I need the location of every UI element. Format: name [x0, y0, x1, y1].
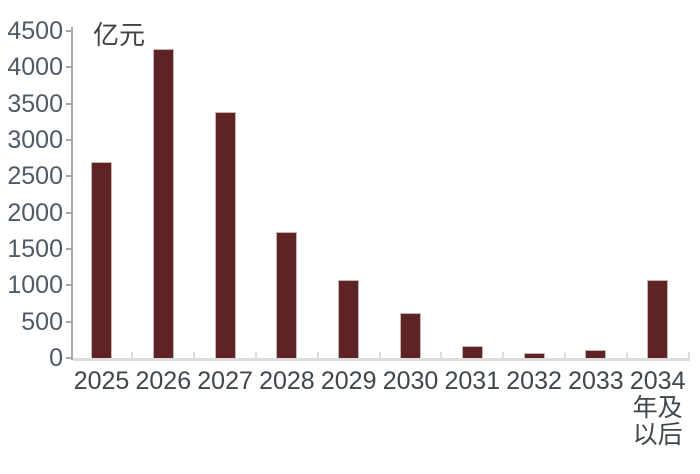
x-axis-tick — [440, 352, 443, 358]
bar-2031 — [461, 345, 483, 358]
x-axis-tick — [131, 352, 134, 358]
x-axis-label: 2033 — [568, 367, 624, 395]
x-axis-label: 2028 — [259, 367, 315, 395]
y-axis-tick-label: 500 — [21, 307, 63, 336]
x-axis-label: 2025 — [73, 367, 130, 395]
x-axis-label: 2034 年及 以后 — [629, 367, 686, 449]
y-axis-tick — [65, 357, 72, 359]
bar-2032 — [523, 352, 545, 358]
y-axis-tick-label: 1500 — [7, 235, 63, 263]
bar-2025 — [91, 161, 112, 358]
y-axis-tick-label: 1000 — [7, 271, 63, 300]
y-axis-line — [71, 27, 73, 360]
x-axis-tick — [564, 352, 566, 358]
bar-2030 — [400, 312, 421, 358]
y-axis-tick-label: 4500 — [7, 17, 63, 45]
bar-2028 — [276, 231, 298, 358]
bar-2026 — [152, 49, 174, 358]
y-axis-tick — [65, 102, 72, 105]
y-axis-tick — [65, 284, 72, 287]
y-axis-tick-label: 2500 — [7, 162, 63, 191]
x-axis-label: 2026 — [135, 367, 192, 395]
bar-2034 — [647, 280, 669, 358]
bar-2033 — [585, 350, 607, 358]
y-axis-tick-label: 3500 — [7, 89, 63, 118]
x-axis-tick — [193, 352, 196, 358]
x-axis-tick — [255, 352, 257, 358]
y-axis-tick-label: 3000 — [7, 126, 63, 154]
y-axis-unit-label: 亿元 — [93, 20, 146, 50]
bar-2029 — [338, 280, 360, 358]
x-axis-tick — [316, 352, 319, 358]
y-axis-tick — [65, 320, 72, 323]
y-axis-tick-label: 4000 — [7, 53, 63, 82]
x-axis-tick — [502, 352, 505, 358]
y-axis-tick — [65, 66, 72, 69]
bar-2027 — [214, 111, 236, 358]
x-axis-line — [73, 357, 690, 361]
x-axis-tick — [687, 352, 690, 358]
x-axis-label: 2027 — [197, 367, 253, 395]
x-axis-label: 2029 — [320, 367, 377, 395]
y-axis-tick-label: 2000 — [7, 198, 63, 227]
x-axis-label: 2030 — [382, 367, 439, 395]
x-axis-tick — [378, 352, 381, 358]
y-axis-tick — [65, 248, 72, 250]
y-axis-tick-label: 0 — [49, 344, 63, 372]
x-axis-label: 2031 — [444, 367, 501, 395]
x-axis-label: 2032 — [506, 367, 562, 395]
y-axis-tick — [65, 175, 72, 178]
x-axis-tick — [625, 352, 628, 358]
y-axis-tick — [65, 30, 72, 32]
y-axis-tick — [65, 211, 72, 214]
y-axis-tick — [65, 139, 72, 141]
